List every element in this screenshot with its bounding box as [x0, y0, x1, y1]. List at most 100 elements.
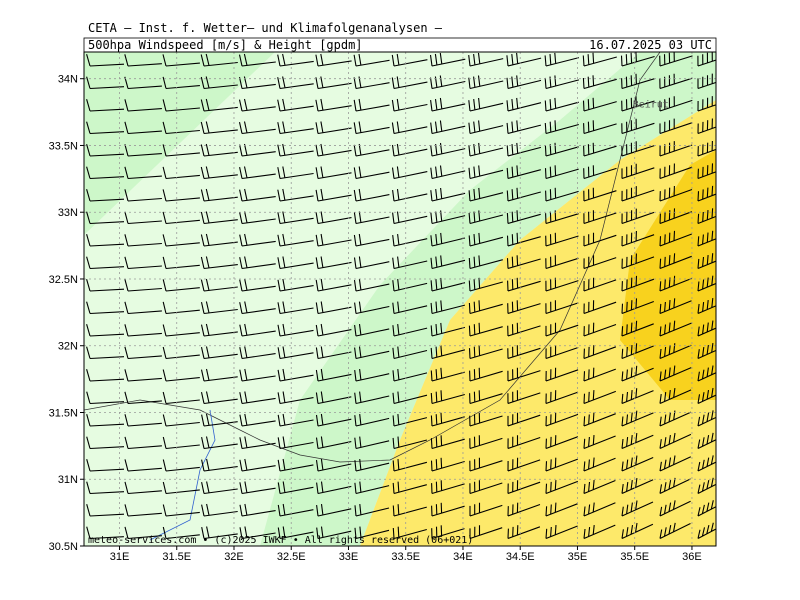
wind-barb: [86, 54, 125, 67]
wind-barb: [315, 211, 352, 225]
wind-barb: [392, 189, 428, 202]
wind-barb: [583, 255, 617, 270]
wind-barb: [162, 256, 200, 270]
wind-barb: [697, 52, 716, 67]
wind-barb: [315, 436, 352, 450]
wind-barb: [621, 320, 654, 337]
wind-barb: [621, 73, 655, 90]
wind-barb: [621, 96, 655, 112]
y-tick-label: 30.5N: [49, 541, 78, 553]
wind-barb: [659, 477, 691, 494]
y-tick-label: 32.5N: [49, 274, 78, 286]
wind-barb: [238, 53, 276, 67]
wind-barb: [354, 324, 390, 337]
wind-barb: [354, 301, 390, 315]
wind-barb: [468, 165, 504, 180]
wind-barb: [86, 459, 125, 472]
wind-barb: [545, 232, 579, 247]
wind-barb: [238, 98, 276, 112]
wind-barb: [392, 256, 428, 270]
wind-barb: [277, 53, 314, 67]
wind-barb: [315, 98, 352, 112]
wind-barb: [162, 481, 200, 495]
wind-barb: [239, 143, 276, 157]
wind-barb: [507, 435, 541, 450]
wind-barb: [506, 52, 542, 67]
wind-barb: [697, 320, 716, 337]
wind-barb: [162, 144, 200, 157]
wind-barb: [697, 118, 716, 135]
wind-barb: [545, 367, 579, 382]
wind-barb: [239, 211, 276, 225]
wind-barb: [430, 165, 466, 180]
wind-barb: [545, 525, 578, 540]
wind-barb: [86, 76, 125, 90]
wind-barb: [583, 142, 617, 157]
wind-barb: [277, 481, 314, 495]
wind-barb: [162, 436, 200, 450]
wind-barb: [659, 320, 692, 337]
wind-barb: [391, 98, 428, 112]
wind-barb: [162, 459, 200, 472]
wind-barb: [354, 459, 390, 472]
wind-barb: [506, 120, 542, 135]
x-tick-label: 33E: [339, 551, 359, 563]
wind-barb: [315, 233, 352, 247]
wind-barb: [316, 526, 352, 540]
wind-barb: [239, 481, 276, 495]
wind-barb: [429, 52, 466, 67]
wind-barb: [354, 436, 390, 450]
wind-barb: [86, 391, 125, 405]
wind-barb: [430, 367, 465, 382]
wind-barb: [162, 504, 200, 517]
wind-barb: [277, 143, 314, 157]
wind-barb: [468, 97, 504, 112]
wind-barb: [468, 345, 503, 360]
wind-barb: [659, 275, 692, 292]
wind-barb: [507, 277, 541, 292]
wind-barb: [353, 166, 390, 180]
wind-barb: [621, 208, 655, 225]
wind-barb: [545, 187, 579, 202]
wind-barb: [86, 166, 125, 180]
grid: [84, 52, 716, 546]
wind-barb: [124, 144, 162, 157]
wind-barb: [697, 185, 716, 202]
wind-barb: [659, 432, 692, 450]
wind-barb: [621, 388, 654, 405]
wind-barb: [506, 187, 541, 202]
coastline: [84, 52, 661, 463]
wind-barb: [507, 345, 541, 360]
wind-barb: [545, 345, 579, 360]
header-datetime: 16.07.2025 03 UTC: [589, 38, 712, 52]
y-tick-label: 31N: [58, 474, 78, 486]
wind-barb: [162, 189, 200, 202]
wind-barb: [429, 75, 466, 90]
wind-barb: [277, 346, 314, 360]
wind-barb: [697, 343, 716, 360]
wind-barb: [239, 391, 276, 405]
wind-barb: [583, 390, 616, 405]
wind-barb: [544, 52, 580, 67]
wind-barb: [430, 435, 465, 450]
wind-barb: [392, 279, 428, 292]
wind-barb: [659, 410, 692, 427]
wind-barb: [545, 390, 579, 405]
wind-barb: [124, 324, 162, 337]
wind-barb: [621, 455, 654, 472]
x-tick-label: 36E: [682, 551, 702, 563]
wind-barb: [200, 256, 238, 270]
wind-barb: [86, 189, 125, 202]
wind-barb: [392, 369, 428, 382]
wind-barb: [468, 187, 504, 202]
y-tick-label: 33.5N: [49, 140, 78, 152]
wind-barb: [430, 390, 465, 405]
wind-barb: [621, 186, 655, 202]
wind-barb: [353, 53, 390, 67]
wind-barb: [431, 502, 465, 517]
wind-barb: [124, 54, 162, 67]
wind-barb: [545, 435, 579, 450]
wind-barb: [86, 121, 125, 135]
wind-barb: [277, 436, 314, 450]
